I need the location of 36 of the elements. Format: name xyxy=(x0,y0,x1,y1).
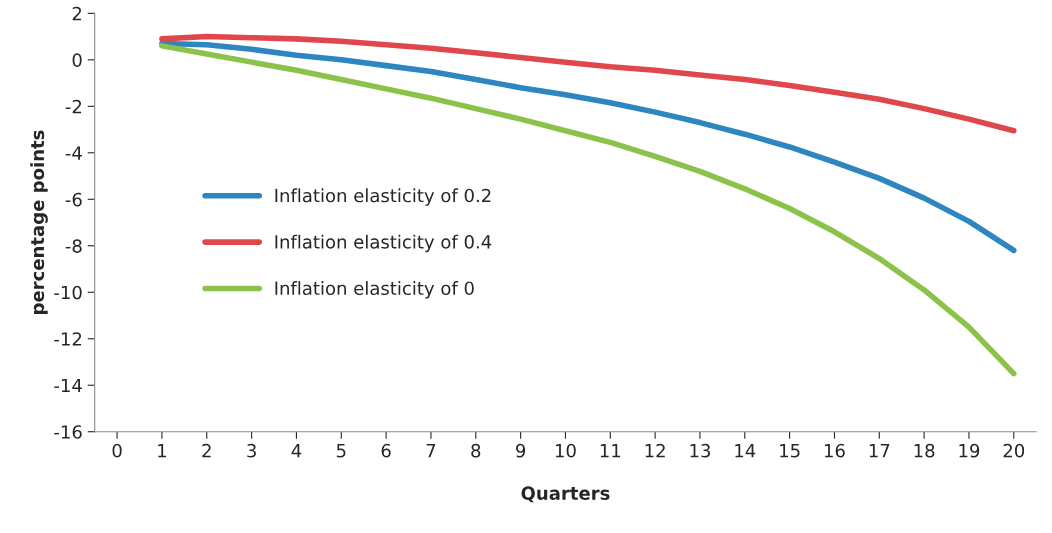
x-tick-label: 8 xyxy=(471,443,481,458)
x-tick-label: 1 xyxy=(158,444,167,458)
legend-label: Inflation elasticity of 0.4 xyxy=(275,234,492,253)
y-tick-label: 2 xyxy=(72,6,82,21)
x-tick-label: 19 xyxy=(959,443,980,458)
x-tick-label: 0 xyxy=(112,443,122,458)
y-axis-title: percentage points xyxy=(30,130,48,314)
x-tick-label: 14 xyxy=(735,444,756,458)
x-tick-label: 3 xyxy=(247,443,256,458)
x-tick-label: 2 xyxy=(202,443,211,458)
y-tick-label: -8 xyxy=(65,239,82,253)
x-tick-label: 16 xyxy=(824,443,845,458)
legend-label: Inflation elasticity of 0 xyxy=(275,281,474,299)
x-tick-label: 18 xyxy=(914,443,935,458)
y-tick-label: -14 xyxy=(54,378,82,393)
y-tick-label: -4 xyxy=(65,146,82,160)
x-tick-label: 9 xyxy=(516,443,526,458)
x-tick-label: 17 xyxy=(869,444,890,458)
x-tick-label: 6 xyxy=(381,443,391,458)
x-tick-label: 11 xyxy=(600,444,621,458)
y-tick-label: -2 xyxy=(65,99,82,114)
x-tick-label: 20 xyxy=(1003,443,1025,458)
x-tick-label: 13 xyxy=(690,443,710,458)
y-tick-label: -6 xyxy=(65,192,82,207)
x-axis-title: Quarters xyxy=(521,486,610,503)
x-tick-label: 12 xyxy=(645,443,665,458)
x-tick-label: 15 xyxy=(780,444,800,458)
x-tick-label: 5 xyxy=(336,444,346,458)
y-tick-label: -10 xyxy=(54,285,82,300)
legend-label: Inflation elasticity of 0.2 xyxy=(275,188,491,206)
x-tick-label: 7 xyxy=(426,444,436,458)
y-tick-label: -16 xyxy=(54,425,82,439)
y-tick-label: 0 xyxy=(72,53,82,67)
y-tick-label: -12 xyxy=(54,332,82,346)
x-tick-label: 4 xyxy=(291,444,302,458)
x-tick-label: 10 xyxy=(555,443,576,458)
